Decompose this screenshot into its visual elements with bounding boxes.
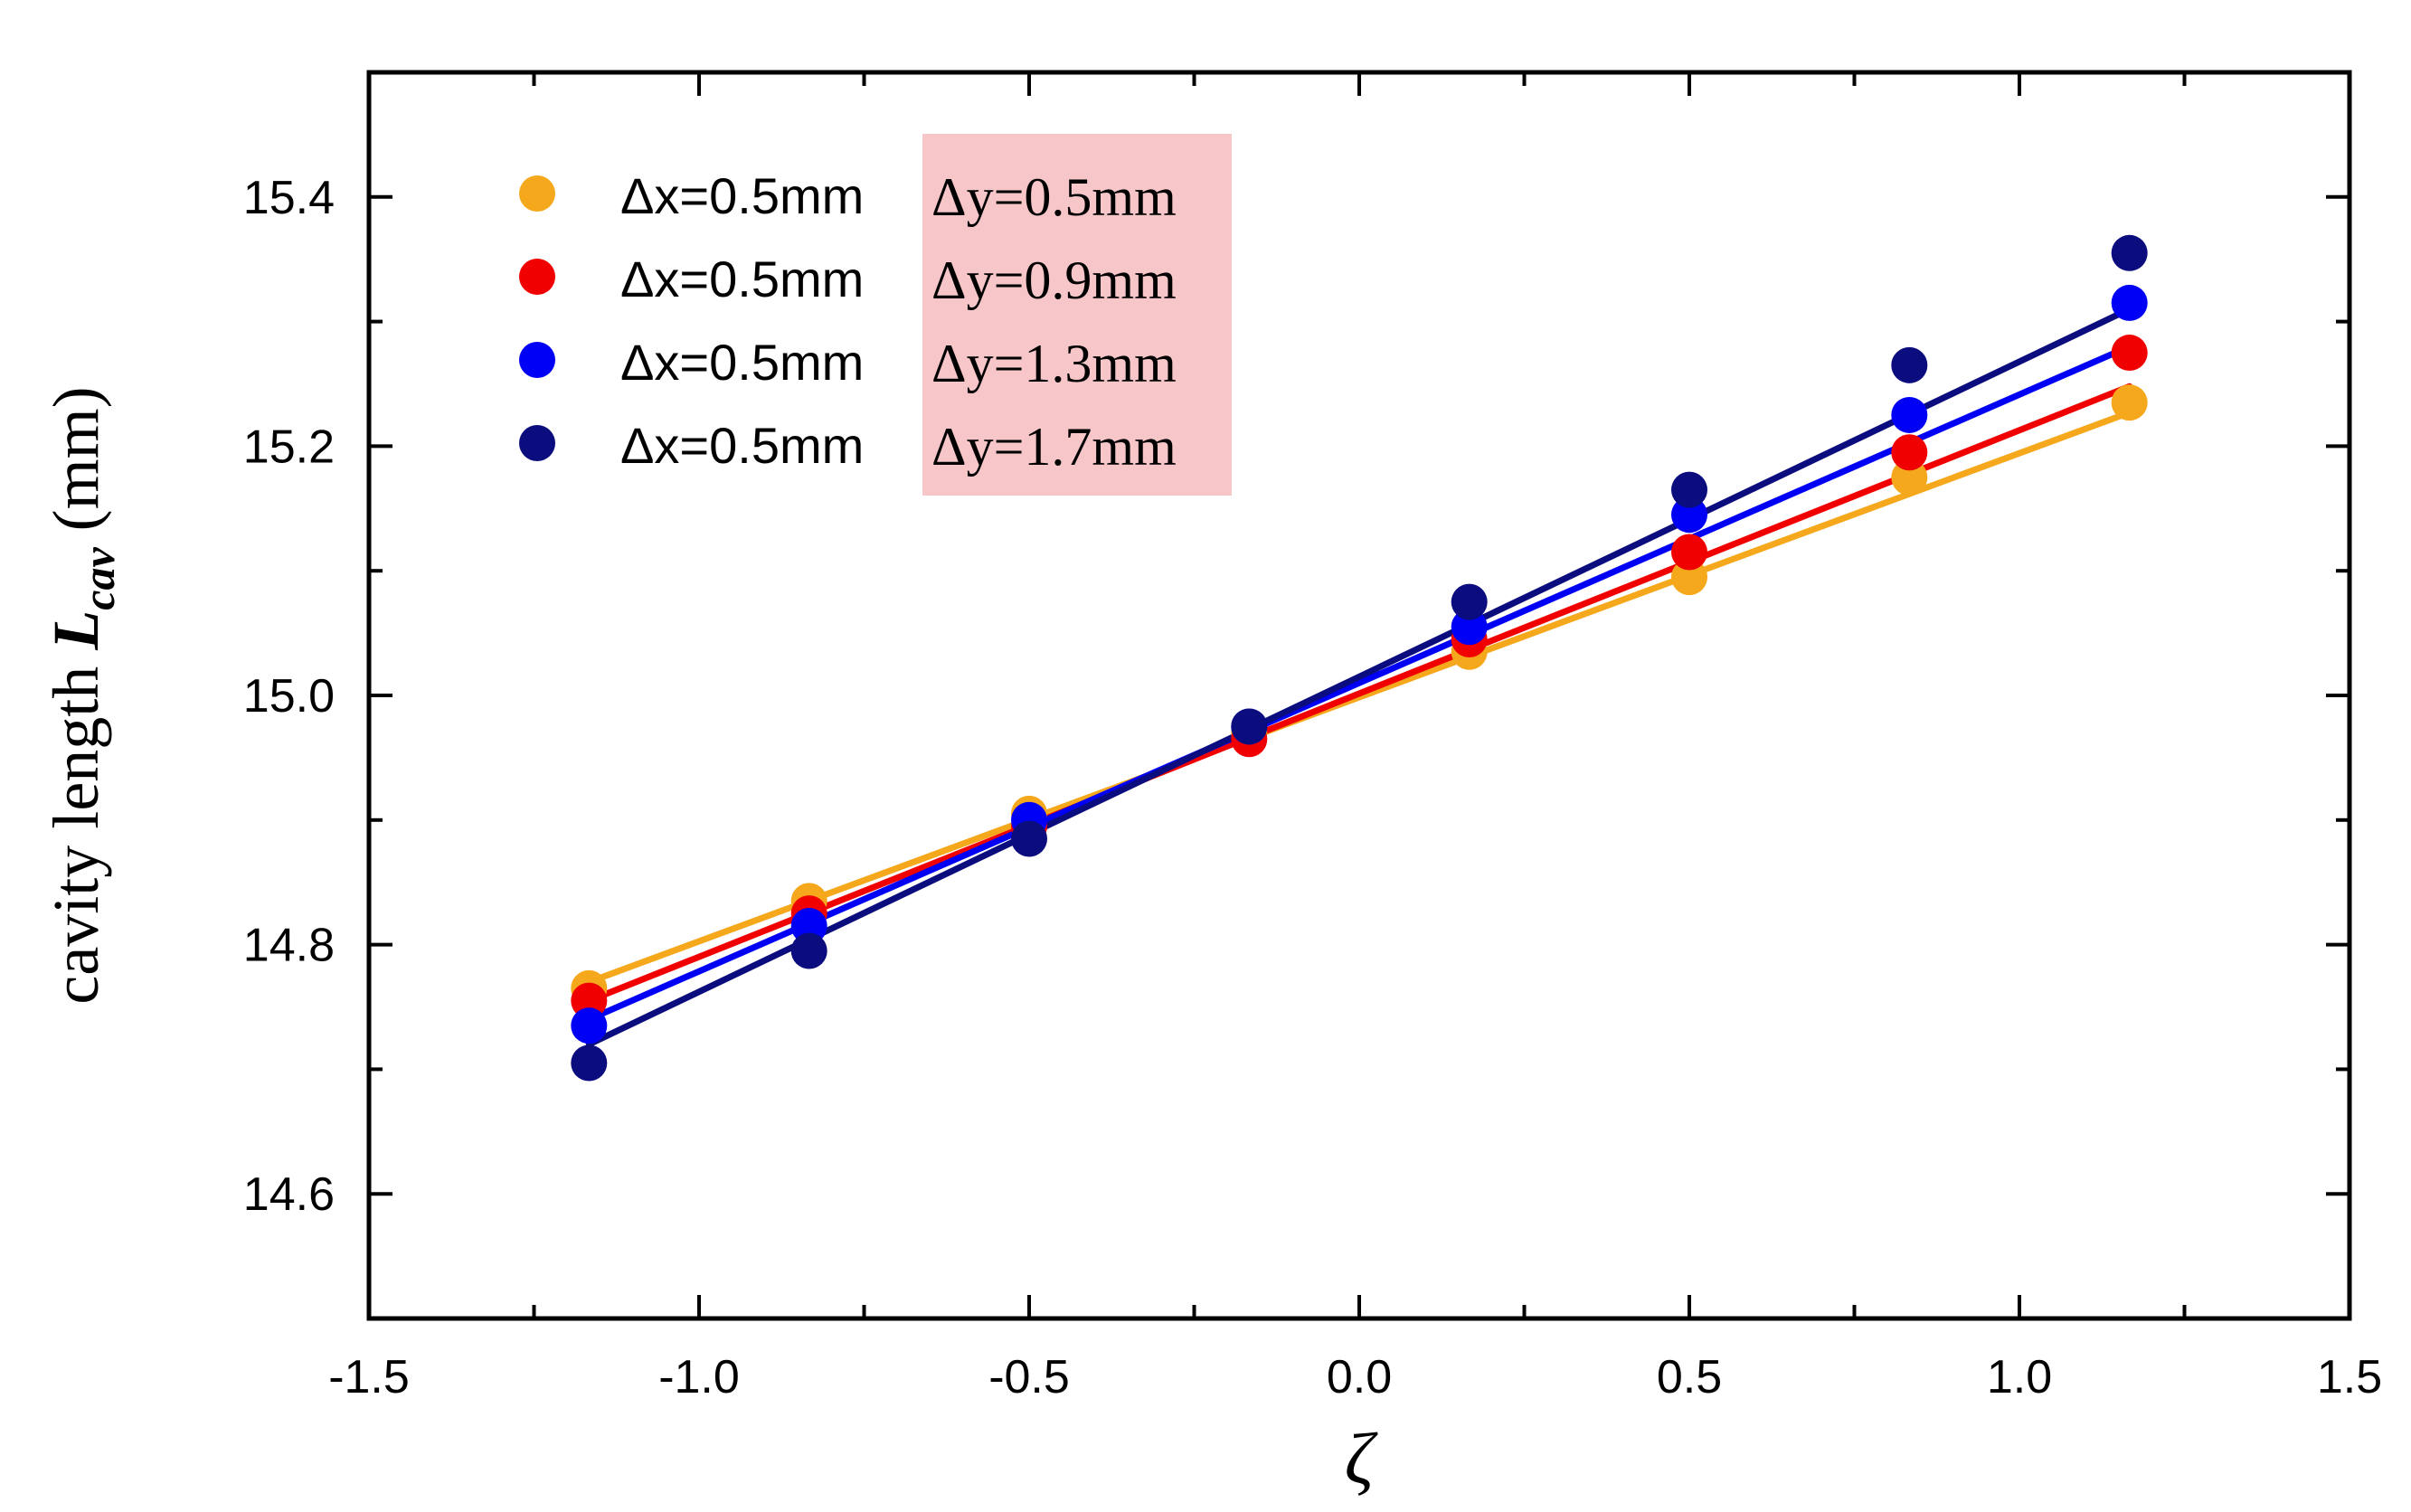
data-point-series-2 bbox=[1671, 534, 1707, 571]
legend-marker bbox=[519, 342, 555, 378]
legend: Δx=0.5mm Δy=0.5mm Δx=0.5mm Δy=0.9mm Δx=0.5mm… bbox=[519, 134, 1232, 496]
data-point-series-4 bbox=[571, 1044, 608, 1082]
data-point-series-3 bbox=[1671, 496, 1707, 534]
legend-label-dx: Δx=0.5mm bbox=[620, 250, 864, 307]
fit-line-series-4 bbox=[585, 306, 2133, 1048]
legend-label-dy: Δy=0.9mm bbox=[931, 250, 1177, 310]
data-point-series-3 bbox=[1891, 396, 1928, 433]
data-point-series-3 bbox=[2111, 284, 2148, 321]
y-tick-labels: 14.6 14.8 15.0 15.2 15.4 bbox=[243, 172, 335, 1221]
y-tick-label: 15.2 bbox=[243, 421, 335, 473]
fit-lines bbox=[585, 306, 2133, 1048]
legend-label-dy: Δy=1.7mm bbox=[931, 417, 1177, 477]
data-point-series-4 bbox=[1671, 471, 1707, 508]
x-tick-label: 0.5 bbox=[1657, 1351, 1722, 1403]
legend-marker bbox=[519, 425, 555, 461]
y-axis-title-symbol: L bbox=[40, 610, 112, 651]
x-tick-label: -1.5 bbox=[328, 1351, 410, 1403]
data-point-series-1 bbox=[1671, 559, 1707, 596]
data-point-series-1 bbox=[2111, 384, 2148, 421]
data-point-series-2 bbox=[2111, 335, 2148, 372]
data-point-series-4 bbox=[790, 932, 827, 969]
data-point-series-4 bbox=[1451, 583, 1488, 620]
data-point-series-4 bbox=[2111, 234, 2148, 271]
legend-marker bbox=[519, 175, 555, 212]
data-point-series-1 bbox=[1891, 458, 1928, 496]
x-tick-label: -1.0 bbox=[658, 1351, 740, 1403]
legend-label-dy: Δy=1.3mm bbox=[931, 334, 1177, 393]
y-axis-title-suffix: (mm) bbox=[40, 386, 112, 547]
fit-line-series-2 bbox=[585, 383, 2133, 1005]
legend-label-dx: Δx=0.5mm bbox=[620, 334, 864, 391]
x-tick-label: 1.0 bbox=[1987, 1351, 2052, 1403]
data-point-series-2 bbox=[571, 982, 608, 1019]
data-point-series-4 bbox=[1231, 708, 1268, 745]
legend-marker bbox=[519, 259, 555, 295]
y-axis-title-prefix: cavity length bbox=[40, 650, 112, 1005]
legend-label-dy: Δy=0.5mm bbox=[931, 167, 1177, 227]
data-point-series-3 bbox=[790, 907, 827, 944]
y-tick-label: 15.4 bbox=[243, 172, 335, 224]
data-point-series-3 bbox=[1451, 609, 1488, 646]
data-point-series-4 bbox=[1011, 820, 1047, 857]
x-tick-labels: -1.5 -1.0 -0.5 0.0 0.5 1.0 1.5 bbox=[328, 1351, 2382, 1403]
legend-label-dx: Δx=0.5mm bbox=[620, 417, 864, 474]
y-axis-title-subscript: cav bbox=[73, 547, 124, 610]
fit-line-series-3 bbox=[585, 343, 2133, 1023]
x-tick-label: -0.5 bbox=[988, 1351, 1070, 1403]
y-axis-title: cavity length Lcav (mm) bbox=[40, 386, 124, 1004]
legend-label-dx: Δx=0.5mm bbox=[620, 167, 864, 224]
fit-line-series-1 bbox=[585, 409, 2133, 986]
y-tick-label: 14.8 bbox=[243, 920, 335, 972]
data-points bbox=[571, 234, 2148, 1082]
y-tick-label: 15.0 bbox=[243, 670, 335, 723]
plot-frame bbox=[366, 70, 2352, 1321]
data-point-series-2 bbox=[1891, 434, 1928, 471]
data-point-series-4 bbox=[1891, 346, 1928, 383]
y-tick-label: 14.6 bbox=[243, 1168, 335, 1221]
data-point-series-3 bbox=[571, 1007, 608, 1044]
x-tick-label: 0.0 bbox=[1327, 1351, 1392, 1403]
legend-highlight bbox=[922, 134, 1232, 496]
x-axis-title: ζ bbox=[1345, 1420, 1378, 1499]
x-tick-label: 1.5 bbox=[2317, 1351, 2382, 1403]
